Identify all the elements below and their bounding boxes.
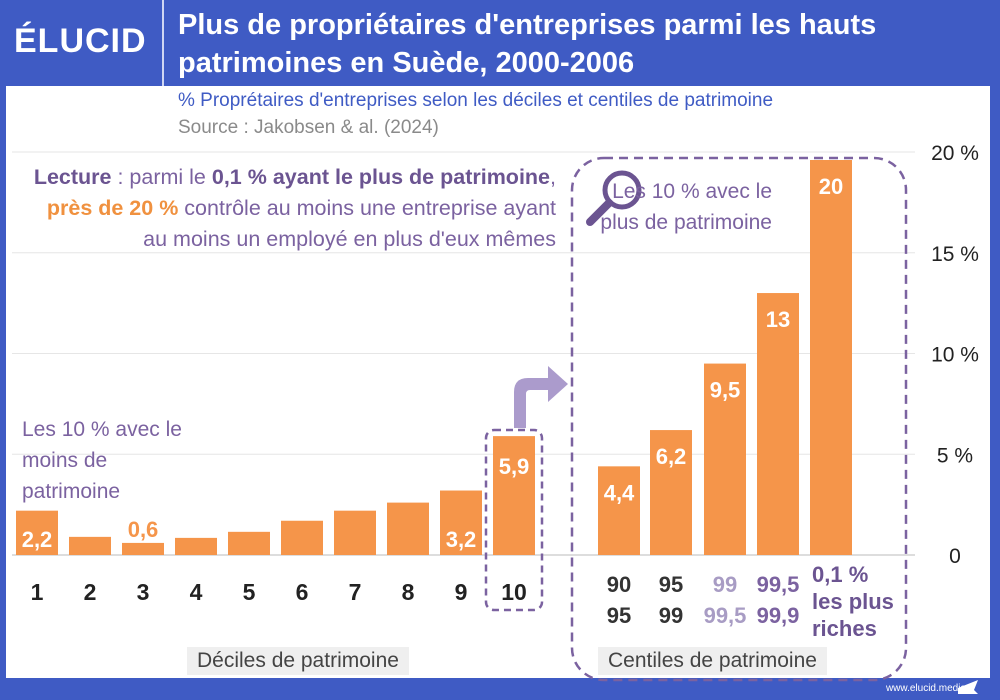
lecture-text: : parmi le [111,165,212,189]
chart-title: Plus de propriétaires d'entreprises parm… [178,9,877,79]
centile-bar [757,293,799,555]
header-divider [162,0,164,86]
decile-tick-label: 6 [296,579,309,605]
centile-data-label: 9,5 [710,378,741,403]
decile-bar [228,531,270,555]
decile-tick-label: 10 [501,579,527,605]
lecture-highlight-orange: près de 20 % [46,196,179,220]
chart-subtitle: % Proprétaires d'entreprises selon les d… [178,90,774,111]
centile-tick-label: 90 [607,572,631,597]
centile-tick-label: 99,5 [704,603,747,628]
top-10-highlight-box [570,156,908,682]
y-tick-label: 5 % [937,444,973,467]
annotation-bottom-10: Les 10 % avec le moins de patrimoine [22,418,182,503]
decile-data-label: 0,6 [128,517,159,542]
deciles-axis-label: Déciles de patrimoine [187,647,409,675]
centiles-axis-label: Centiles de patrimoine [598,647,827,675]
centile-tick-label: les plus [812,589,894,614]
reading-note: Lecture : parmi le 0,1 % ayant le plus d… [20,162,556,255]
decile-bar [493,436,535,555]
centile-tick-label: 95 [659,572,683,597]
decile-tick-label: 5 [243,579,256,605]
decile-bar [440,490,482,555]
centile-tick-label: 99 [713,572,737,597]
decile-tick-label: 4 [190,579,203,605]
centile-tick-label: 99,5 [757,572,800,597]
centile-tick-label: 99,9 [757,603,800,628]
centile-bar [650,430,692,555]
y-tick-label: 15 % [931,243,979,266]
y-tick-label: 0 [949,545,961,568]
centile-tick-label: riches [812,616,877,641]
decile-bar [69,536,111,555]
arrow-icon [514,366,568,428]
decile-bar [16,510,58,555]
centile-tick-label: 0,1 % [812,562,868,587]
y-tick-label: 20 % [931,142,979,165]
centile-data-label: 20 [819,174,843,199]
y-tick-label: 10 % [931,344,979,367]
magnifier-handle [586,199,613,226]
lecture-highlight: 0,1 % ayant le plus de patrimoine [211,165,551,189]
decile-tick-label: 1 [31,579,44,605]
annotation-top-10: Les 10 % avec le plus de patrimoine [600,180,772,234]
decile-tick-label: 3 [137,579,150,605]
centile-tick-label: 95 [607,603,631,628]
centile-data-label: 6,2 [656,444,687,469]
decile-bar [122,542,164,555]
decile-data-label: 5,9 [499,454,530,479]
decile-bar [334,510,376,555]
decile-bar [281,520,323,555]
lecture-text: , [550,165,556,189]
centile-bar [810,160,852,555]
magnifier-icon [602,170,642,210]
decile-tick-label: 2 [84,579,97,605]
centile-bar [704,363,746,555]
centile-tick-label: 99 [659,603,683,628]
decile-tick-label: 7 [349,579,362,605]
centile-data-label: 13 [766,307,790,332]
lecture-label: Lecture [33,165,112,189]
chart-source: Source : Jakobsen & al. (2024) [178,117,439,138]
decile-10-highlight-box [484,428,544,612]
centile-data-label: 4,4 [604,480,635,505]
decile-bar [387,502,429,555]
decile-tick-label: 9 [455,579,468,605]
lecture-text: contrôle au moins une entreprise ayant a… [143,196,556,251]
decile-bar [175,537,217,555]
decile-data-label: 3,2 [446,527,477,552]
decile-tick-label: 8 [402,579,415,605]
decile-data-label: 2,2 [22,527,53,552]
footer-url: www.elucid.media [885,683,966,694]
elucid-flag-icon [958,680,978,694]
centile-bar [598,466,640,555]
elucid-logo: ÉLUCID [14,22,147,60]
